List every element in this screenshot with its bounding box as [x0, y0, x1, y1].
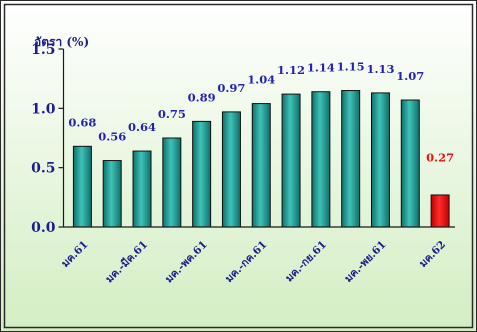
bar-7: [251, 103, 271, 228]
y-axis-title: อัตรา (%): [34, 35, 89, 49]
bar-4: [162, 137, 182, 228]
y-axis: 0.0 0.5 1.0 1.5: [31, 42, 64, 236]
y-tick-label: 0.5: [31, 161, 55, 177]
bar-3: [132, 150, 152, 228]
data-label-4: 0.75: [158, 107, 186, 121]
chart-frame: [3, 3, 474, 329]
bar-9: [311, 91, 331, 228]
data-label-9: 1.14: [307, 61, 335, 75]
data-label-7: 1.04: [247, 73, 275, 87]
data-label-12: 1.07: [396, 69, 424, 83]
data-label-5: 0.89: [188, 90, 216, 104]
data-label-10: 1.15: [337, 60, 365, 74]
bar-10: [341, 90, 361, 228]
data-label-6: 0.97: [217, 81, 245, 95]
bar-1: [72, 145, 92, 228]
y-tick-label: 1.5: [31, 42, 55, 58]
data-label-8: 1.12: [277, 63, 305, 77]
data-label-11: 1.13: [366, 62, 394, 76]
bar-11: [370, 92, 390, 228]
data-label-2: 0.56: [98, 130, 126, 144]
bar-6: [221, 111, 241, 228]
bar-12: [400, 99, 420, 228]
bar-8: [281, 93, 301, 228]
bar-13: [430, 194, 450, 228]
data-label-1: 0.68: [68, 115, 96, 129]
data-label-3: 0.64: [128, 120, 156, 134]
bar-5: [192, 120, 212, 228]
y-tick-label: 0.0: [31, 220, 56, 236]
bar-2: [102, 160, 122, 228]
data-label-13: 0.27: [426, 151, 454, 165]
data-labels: 0.680.560.640.750.890.971.041.12 1.14 1.15…: [68, 60, 454, 165]
y-tick-label: 1.0: [31, 101, 56, 117]
